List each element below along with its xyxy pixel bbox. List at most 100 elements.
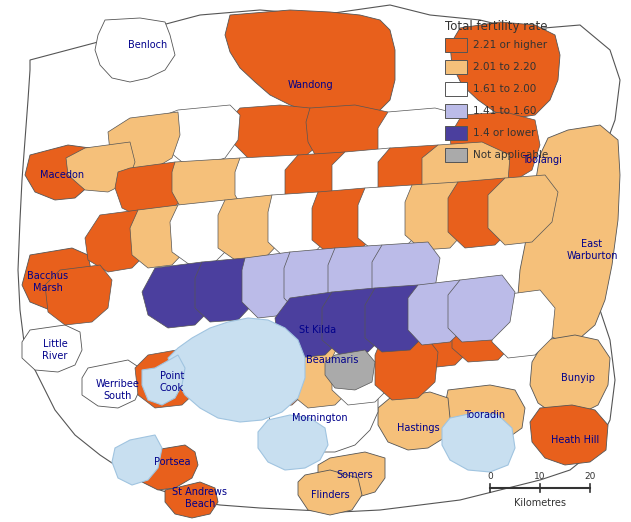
Polygon shape (165, 482, 218, 518)
Polygon shape (422, 142, 510, 210)
Polygon shape (235, 155, 310, 218)
Polygon shape (242, 252, 305, 318)
Polygon shape (322, 288, 388, 355)
Polygon shape (95, 18, 175, 82)
Polygon shape (450, 22, 560, 118)
Text: St Kilda: St Kilda (300, 325, 336, 335)
Polygon shape (450, 112, 540, 185)
Polygon shape (378, 392, 450, 450)
Polygon shape (365, 285, 430, 352)
Text: Kilometres: Kilometres (514, 498, 566, 508)
Polygon shape (228, 105, 320, 165)
Polygon shape (518, 125, 620, 340)
Text: Toolangi: Toolangi (522, 155, 562, 165)
Polygon shape (82, 360, 142, 408)
Polygon shape (284, 248, 350, 315)
Text: St Andrews
Beach: St Andrews Beach (172, 487, 228, 509)
Polygon shape (245, 348, 312, 408)
Polygon shape (170, 200, 235, 265)
Text: Heath Hill: Heath Hill (551, 435, 599, 445)
Polygon shape (328, 245, 395, 310)
Text: 1.61 to 2.00: 1.61 to 2.00 (473, 84, 536, 94)
Polygon shape (138, 445, 198, 490)
Polygon shape (218, 195, 285, 262)
Polygon shape (142, 262, 215, 328)
Polygon shape (195, 258, 258, 322)
Text: Tooradin: Tooradin (464, 410, 505, 420)
Polygon shape (112, 435, 162, 485)
Text: 2.21 or higher: 2.21 or higher (473, 40, 547, 50)
Bar (445, 148, 467, 162)
Bar (445, 82, 467, 96)
Polygon shape (22, 248, 92, 310)
Polygon shape (25, 145, 95, 200)
Polygon shape (275, 292, 345, 358)
Polygon shape (378, 145, 462, 215)
Text: Flinders: Flinders (310, 490, 350, 500)
Polygon shape (312, 188, 380, 255)
Polygon shape (292, 342, 355, 408)
Polygon shape (285, 152, 368, 218)
Polygon shape (85, 210, 150, 272)
Polygon shape (378, 108, 468, 175)
Text: East
Warburton: East Warburton (566, 239, 618, 261)
Polygon shape (268, 388, 378, 452)
Text: 0: 0 (487, 472, 493, 481)
Polygon shape (306, 105, 395, 168)
Polygon shape (162, 105, 240, 165)
Text: Wandong: Wandong (287, 80, 333, 90)
Polygon shape (318, 452, 385, 498)
Polygon shape (168, 318, 305, 422)
Text: Not applicable: Not applicable (473, 150, 548, 160)
Polygon shape (358, 185, 425, 252)
Text: Portsea: Portsea (154, 457, 191, 467)
Polygon shape (142, 355, 185, 405)
Text: Little
River: Little River (42, 339, 68, 361)
Polygon shape (66, 142, 135, 192)
Text: 1.41 to 1.60: 1.41 to 1.60 (473, 106, 536, 116)
Polygon shape (372, 242, 440, 308)
Polygon shape (375, 335, 438, 400)
Polygon shape (268, 192, 332, 258)
Text: 2.01 to 2.20: 2.01 to 2.20 (473, 62, 536, 72)
Polygon shape (452, 295, 518, 362)
Text: Bunyip: Bunyip (561, 373, 595, 383)
Text: 1.4 or lower: 1.4 or lower (473, 128, 536, 138)
Text: Beaumaris: Beaumaris (306, 355, 358, 365)
Text: Point
Cook: Point Cook (160, 371, 184, 393)
Text: Total fertility rate: Total fertility rate (445, 20, 548, 33)
Polygon shape (115, 162, 185, 218)
Text: Mornington: Mornington (292, 413, 348, 423)
Polygon shape (202, 325, 268, 385)
Polygon shape (325, 350, 375, 390)
Polygon shape (18, 5, 620, 512)
Bar (445, 126, 467, 140)
Text: Benloch: Benloch (128, 40, 168, 50)
Text: 10: 10 (534, 472, 546, 481)
Polygon shape (258, 415, 328, 470)
Bar (445, 38, 467, 52)
Polygon shape (530, 405, 608, 465)
Polygon shape (298, 470, 362, 515)
Text: Somers: Somers (337, 470, 374, 480)
Text: Hastings: Hastings (397, 423, 439, 433)
Text: Werribee
South: Werribee South (96, 379, 140, 401)
Polygon shape (445, 385, 525, 440)
Polygon shape (442, 412, 515, 472)
Polygon shape (488, 175, 558, 245)
Polygon shape (530, 335, 610, 415)
Polygon shape (332, 338, 395, 405)
Polygon shape (225, 10, 395, 120)
Polygon shape (492, 290, 555, 358)
Bar (445, 104, 467, 118)
Polygon shape (408, 300, 475, 368)
Polygon shape (448, 178, 520, 248)
Polygon shape (135, 348, 202, 408)
Polygon shape (448, 275, 515, 342)
Bar (445, 60, 467, 74)
Text: 20: 20 (584, 472, 596, 481)
Polygon shape (22, 325, 82, 372)
Polygon shape (172, 158, 248, 218)
Polygon shape (405, 182, 472, 250)
Polygon shape (45, 265, 112, 325)
